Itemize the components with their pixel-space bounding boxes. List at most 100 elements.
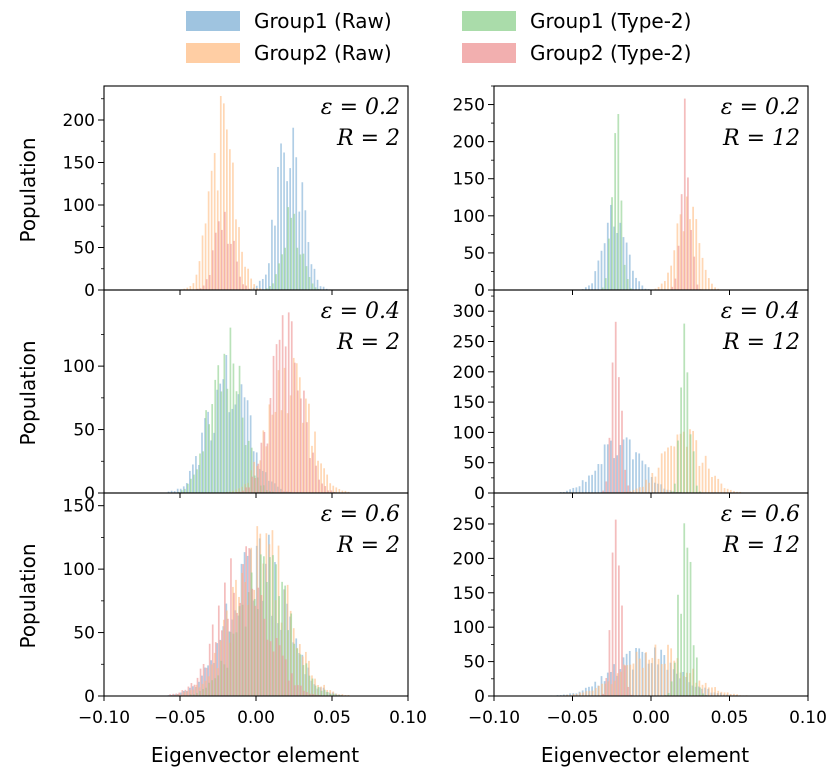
bar: [244, 445, 247, 493]
bar: [610, 204, 612, 290]
bar: [585, 691, 588, 696]
bar: [695, 219, 698, 290]
bar: [289, 168, 292, 290]
series-group1-raw: [249, 127, 331, 290]
bar: [635, 651, 638, 696]
bar: [692, 206, 694, 290]
bar: [588, 475, 590, 493]
bar: [245, 285, 248, 290]
bar: [230, 243, 232, 290]
bar: [572, 693, 575, 696]
bar: [280, 143, 282, 290]
bar: [667, 692, 670, 696]
bar: [220, 229, 223, 290]
bar: [275, 564, 277, 696]
bar: [614, 519, 617, 696]
bar: [632, 459, 634, 493]
bar: [250, 447, 253, 493]
bar: [258, 280, 261, 290]
bar: [216, 389, 219, 493]
bar: [654, 644, 657, 696]
bar: [261, 278, 264, 290]
bar: [711, 283, 713, 290]
bar: [667, 272, 669, 290]
bar: [296, 648, 299, 696]
bar: [335, 693, 338, 696]
bar: [277, 166, 279, 290]
y-tick-label: 50: [73, 239, 95, 259]
bar: [689, 561, 692, 696]
bar: [232, 363, 235, 493]
bar: [581, 480, 584, 493]
bar: [308, 276, 311, 290]
bar: [632, 663, 635, 696]
bar: [575, 487, 578, 493]
y-axis-label-row1: Population: [16, 137, 40, 242]
bar: [671, 286, 674, 290]
bar: [195, 684, 198, 696]
x-tick-label: 0.00: [632, 708, 670, 728]
bar: [624, 469, 627, 493]
bar: [327, 490, 330, 493]
bar: [627, 485, 630, 493]
bar: [320, 690, 323, 696]
bar: [290, 673, 293, 696]
bar: [613, 680, 616, 696]
bar: [714, 287, 716, 290]
bar: [296, 685, 299, 696]
bar: [606, 222, 609, 290]
bar: [695, 440, 698, 493]
bar: [610, 684, 613, 696]
bar: [185, 483, 188, 493]
bar: [584, 287, 587, 290]
bar: [214, 379, 217, 493]
series-group2-type2: [671, 98, 702, 290]
bar: [293, 362, 296, 493]
bar: [262, 430, 265, 493]
bar: [290, 321, 293, 493]
bar: [268, 263, 270, 290]
bar: [304, 210, 307, 290]
y-axis-label-row2: Population: [16, 340, 40, 445]
bar: [619, 445, 622, 493]
bar: [704, 269, 707, 290]
bar: [676, 223, 679, 290]
bar: [293, 643, 296, 696]
bar: [281, 254, 283, 290]
bar: [277, 370, 280, 493]
bar: [290, 613, 293, 696]
bar: [202, 451, 204, 493]
bar: [263, 431, 266, 493]
x-tick-label: −0.05: [154, 708, 206, 728]
bar: [670, 681, 673, 696]
bar: [611, 197, 613, 290]
annotation-epsilon: ε = 0.4: [321, 299, 400, 324]
bar: [183, 288, 186, 290]
bar: [302, 665, 305, 696]
bar: [211, 250, 214, 290]
bar: [619, 222, 622, 290]
bar: [214, 642, 217, 696]
bar: [226, 610, 228, 696]
bar: [601, 287, 604, 290]
bar: [290, 217, 293, 290]
bar: [196, 677, 199, 696]
bar: [686, 547, 689, 696]
bar: [235, 391, 238, 493]
bar: [588, 690, 591, 696]
bar: [271, 219, 273, 290]
series-group2-raw: [180, 95, 265, 291]
bar: [303, 690, 305, 696]
x-axis-label-right: Eigenvector element: [541, 743, 749, 767]
bar: [335, 694, 338, 696]
bar: [311, 445, 313, 493]
bar: [239, 276, 241, 290]
bar: [642, 486, 644, 493]
bar: [238, 365, 241, 493]
x-tick-label: −0.05: [546, 708, 598, 728]
bar: [225, 355, 228, 493]
bar: [255, 285, 258, 290]
bar: [224, 211, 226, 290]
bar: [663, 663, 666, 696]
bar: [293, 213, 296, 290]
